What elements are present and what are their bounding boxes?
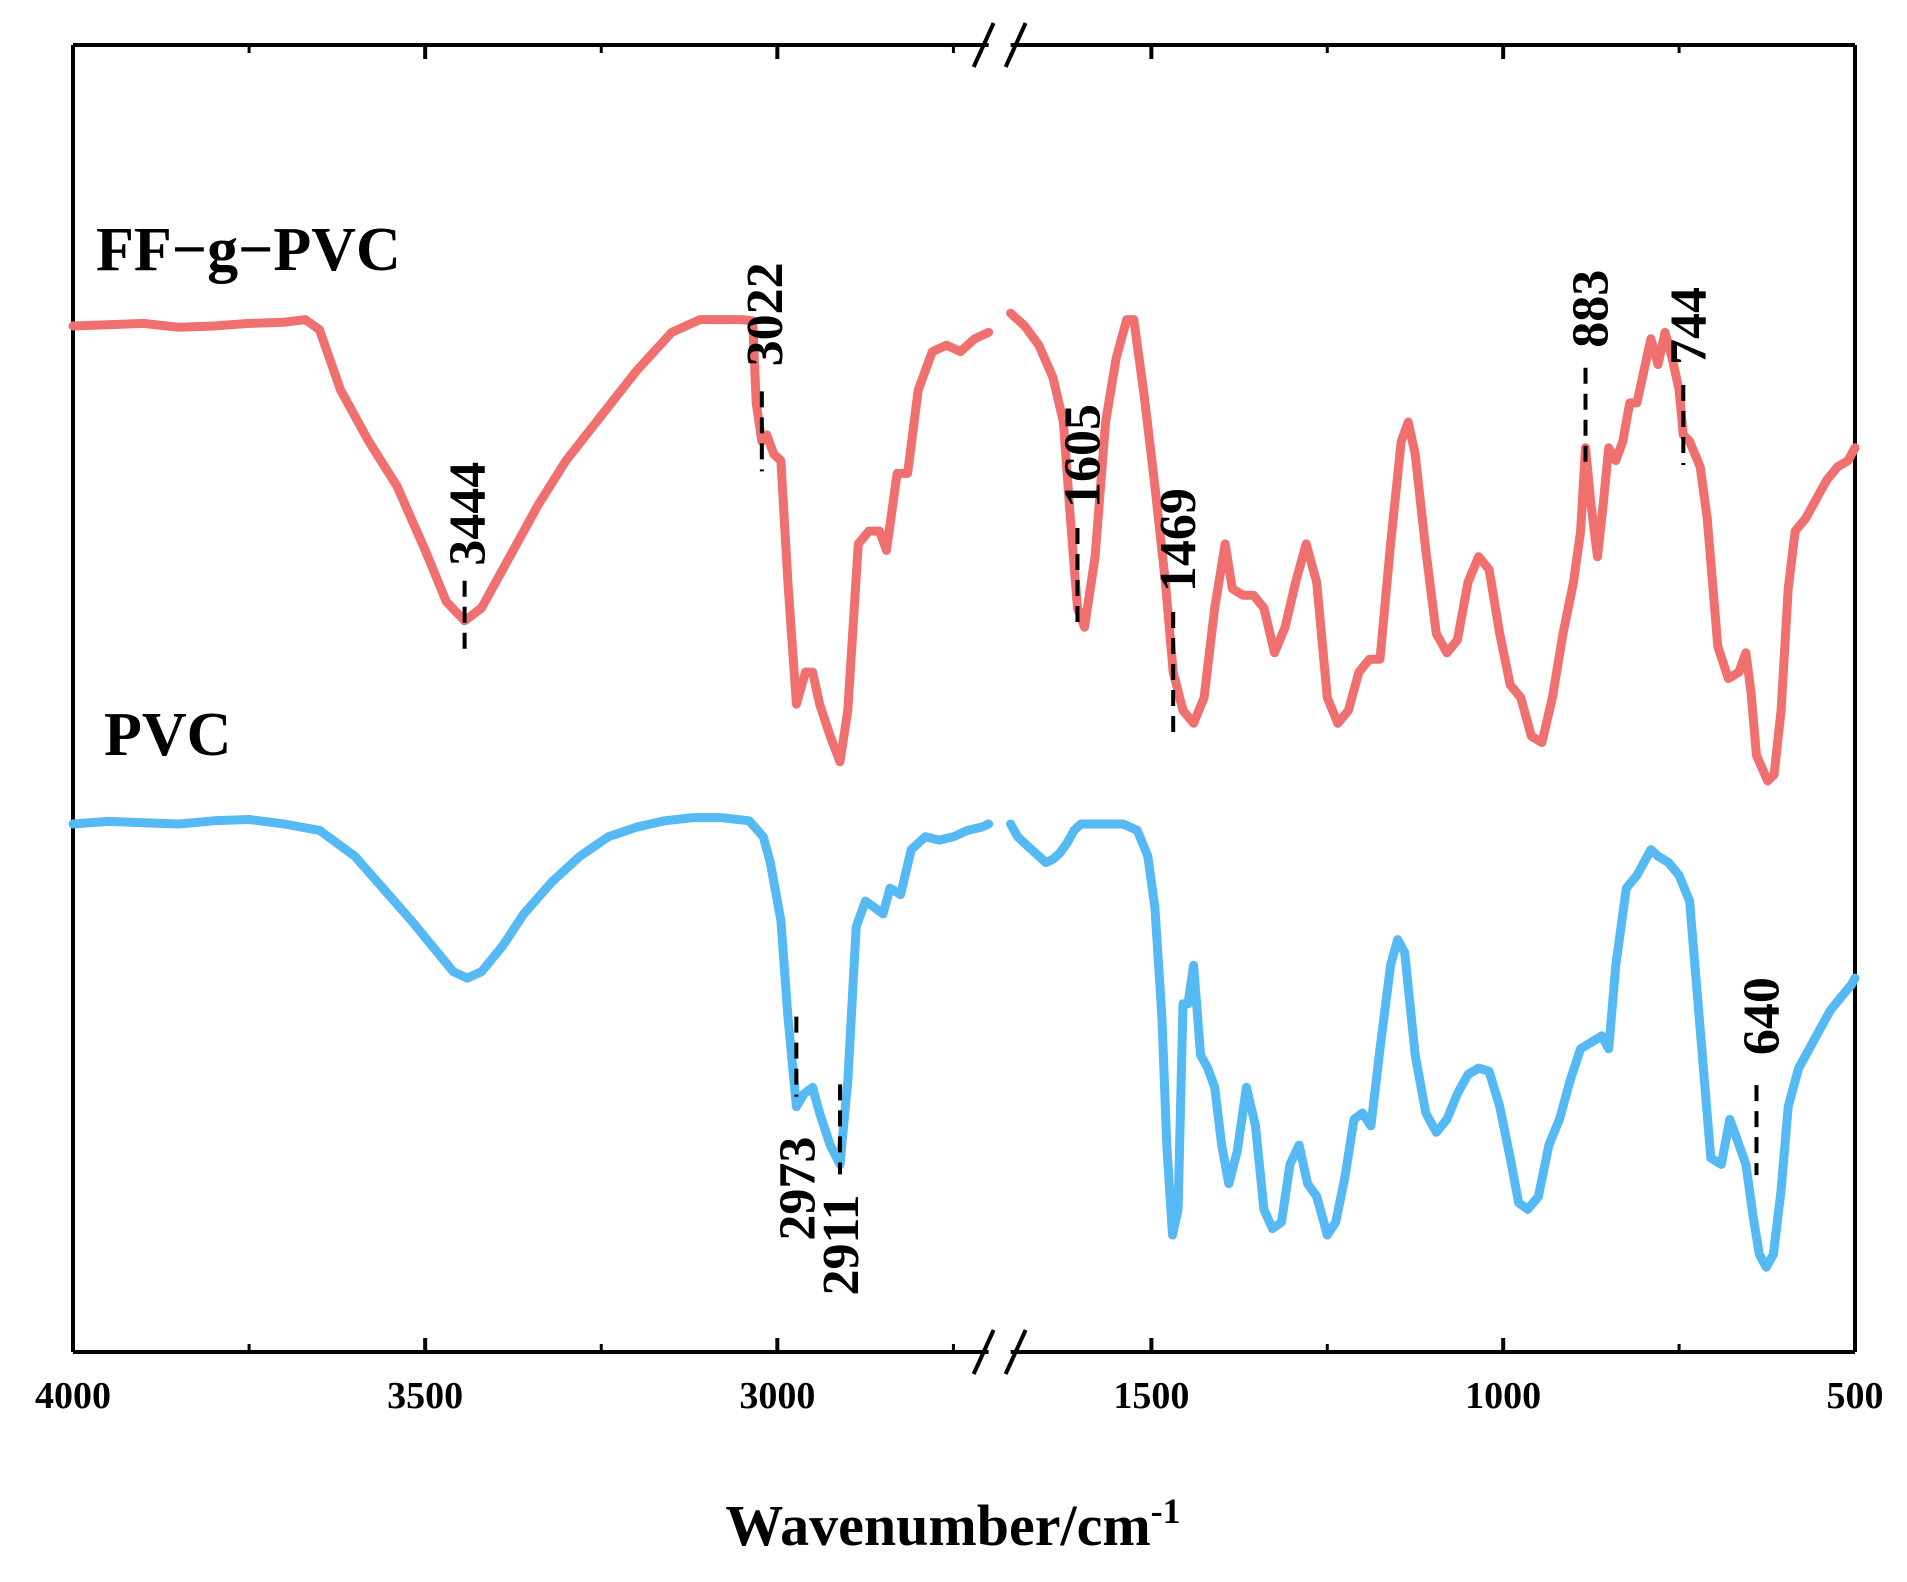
series-line-pvc-left xyxy=(68,813,994,1169)
axis-break-mark-bottom-1 xyxy=(971,1329,996,1375)
peak-label-1605: 1605 xyxy=(1054,404,1111,508)
x-tick-label-500: 500 xyxy=(1827,1375,1884,1417)
peak-label-2911: 2911 xyxy=(813,1194,870,1295)
series-line-ff-g-pvc-left xyxy=(68,315,994,767)
x-tick-label-4000: 4000 xyxy=(35,1375,111,1417)
axis-break-mark-top-1 xyxy=(971,22,996,68)
x-axis-title: Wavenumber/cm-1 xyxy=(725,1491,1180,1558)
tick-labels: 4000 3500 3000 1500 1000 500 xyxy=(35,45,1884,1417)
x-tick-label-3000: 3000 xyxy=(739,1375,815,1417)
peak-label-883: 883 xyxy=(1563,270,1620,348)
peak-label-3022: 3022 xyxy=(737,262,794,366)
peak-label-744: 744 xyxy=(1660,287,1717,365)
x-tick-label-3500: 3500 xyxy=(387,1375,463,1417)
series-group xyxy=(68,308,1860,1272)
x-tick-label-1000: 1000 xyxy=(1465,1375,1541,1417)
peak-label-1469: 1469 xyxy=(1150,488,1207,592)
peak-label-2973: 2973 xyxy=(769,1137,826,1241)
axis-break-mark-top-2 xyxy=(1003,22,1028,68)
axis-break-mark-bottom-2 xyxy=(1003,1329,1028,1375)
peak-label-640: 640 xyxy=(1733,977,1790,1055)
x-tick-label-1500: 1500 xyxy=(1113,1375,1189,1417)
peak-label-3444: 3444 xyxy=(440,462,497,566)
series-label-pvc: PVC xyxy=(104,701,231,769)
series-line-pvc-right xyxy=(1006,819,1860,1272)
series-label-ff-g-pvc: FF−g−PVC xyxy=(96,216,401,284)
series-line-ff-g-pvc-right xyxy=(1006,308,1860,786)
